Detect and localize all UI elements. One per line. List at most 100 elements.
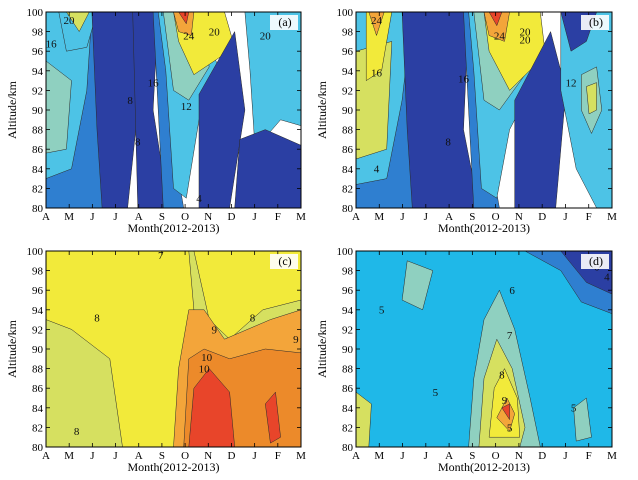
x-tick-label: N [515,211,523,223]
x-tick-label: A [352,450,360,462]
contour-region [265,391,281,444]
y-tick-label: 84 [342,164,354,176]
panel-d: 5678955564AMJJASONDJFM808284868890929496… [315,246,617,474]
y-tick-label: 98 [32,266,44,278]
y-tick-label: 94 [342,66,354,78]
contour-region [46,60,72,154]
contour-label: 6 [509,285,515,297]
contour-label: 4 [604,271,610,283]
contour-label: 16 [371,68,383,80]
x-tick-label: O [181,450,189,462]
y-axis-label: Altitude/km [5,319,19,378]
x-tick-label: J [424,450,429,462]
y-tick-label: 84 [32,164,44,176]
y-tick-label: 92 [32,85,43,97]
contour-label: 8 [499,369,505,381]
y-tick-label: 90 [32,105,44,117]
x-tick-label: A [445,211,453,223]
x-tick-label: M [607,211,617,223]
x-axis-label: Month(2012-2013) [128,460,220,474]
x-tick-label: D [227,211,235,223]
y-tick-label: 82 [342,183,353,195]
contour-region [356,391,372,447]
x-tick-label: O [181,211,189,223]
contour-label: 20 [519,27,531,39]
x-tick-label: J [400,211,405,223]
contour-label: 24 [494,30,506,42]
contour-label: 8 [135,136,141,148]
y-tick-label: 96 [342,46,354,58]
y-tick-label: 86 [32,383,44,395]
contour-region [496,397,515,432]
contour-label: 20 [519,34,531,46]
contour-label: 4 [374,164,380,176]
contour-region [66,12,90,33]
contour-label: 20 [260,30,272,42]
contour-label: 12 [566,77,577,89]
y-tick-label: 92 [32,324,43,336]
y-tick-label: 82 [32,422,43,434]
y-tick-label: 80 [32,203,44,215]
contour-label: 8 [94,313,100,325]
x-axis-label: Month(2012-2013) [438,221,530,235]
contour-label: 10 [199,364,211,376]
contour-region [91,12,139,208]
x-tick-label: F [275,211,281,223]
x-tick-label: F [586,211,592,223]
x-tick-label: F [586,450,592,462]
x-tick-label: A [42,450,50,462]
y-axis-label: Altitude/km [315,80,329,139]
x-tick-label: J [252,211,257,223]
contour-label: 16 [46,38,58,50]
y-tick-label: 100 [27,7,44,19]
contour-region [234,129,301,208]
contour-label: 10 [201,352,213,364]
contour-label: 9 [212,324,218,336]
contour-label: 4 [196,193,202,205]
x-tick-label: D [538,450,546,462]
y-tick-label: 94 [32,305,44,317]
y-tick-label: 82 [342,422,353,434]
y-tick-label: 94 [342,305,354,317]
contour-label: 8 [445,136,451,148]
y-tick-label: 86 [342,383,354,395]
panel-label: (a) [278,15,291,29]
x-tick-label: A [135,450,143,462]
y-tick-label: 88 [342,364,354,376]
y-tick-label: 84 [342,403,354,415]
y-tick-label: 90 [32,344,44,356]
contour-label: 8 [250,313,256,325]
contour-region [178,12,190,25]
x-tick-label: D [538,211,546,223]
contour-label: 5 [571,403,577,415]
y-tick-label: 80 [32,442,44,454]
y-tick-label: 88 [32,125,44,137]
x-tick-label: J [563,211,568,223]
panel-label: (d) [589,254,603,268]
y-tick-label: 88 [342,125,354,137]
y-tick-label: 100 [27,246,44,258]
contour-region [198,30,246,208]
panel-label: (c) [278,254,291,268]
x-tick-label: S [469,450,475,462]
contour-region [46,251,205,447]
contour-region [401,260,434,311]
contour-label: 9 [502,395,508,407]
y-tick-label: 84 [32,403,44,415]
contour-label: 7 [507,330,513,342]
y-tick-label: 100 [337,246,354,258]
contour-label: 20 [63,15,75,27]
x-tick-label: A [42,211,50,223]
contour-label: 24 [183,30,195,42]
x-tick-label: A [135,211,143,223]
x-axis-label: Month(2012-2013) [128,221,220,235]
contour-region [365,12,393,82]
x-tick-label: S [469,211,475,223]
contour-region [188,368,235,447]
x-tick-label: M [296,450,306,462]
contour-label: 16 [458,74,470,86]
contour-region [244,12,301,150]
x-tick-label: J [90,211,95,223]
